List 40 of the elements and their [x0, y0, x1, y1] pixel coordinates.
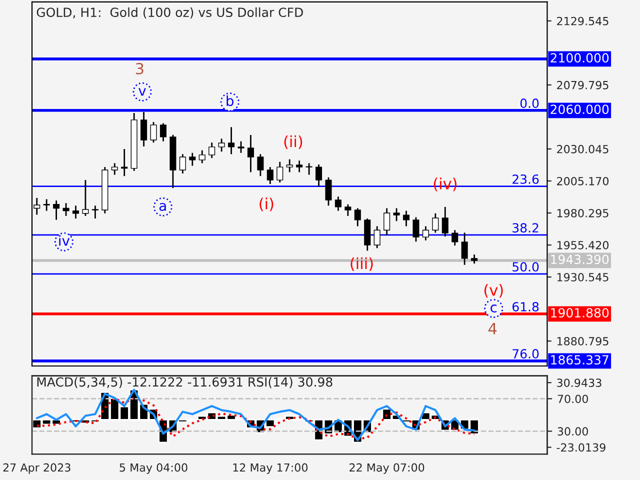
- x-tick-label: 22 May 07:00: [350, 463, 424, 474]
- annotation: 50.0: [512, 262, 539, 272]
- annotation: (i): [260, 198, 274, 212]
- chart-title: GOLD, H1: Gold (100 oz) vs US Dollar CFD: [36, 7, 303, 19]
- annotation: (v): [484, 284, 503, 298]
- annotation: v: [138, 88, 146, 96]
- y-tick-label: 1930.545: [557, 272, 608, 282]
- annotation: 4: [488, 323, 497, 334]
- annotation: (ii): [284, 135, 302, 150]
- y-tick-label: 30.9433: [557, 378, 602, 387]
- ref-line-label: 2100.000: [550, 53, 609, 63]
- y2-tick-label: 70.00: [558, 394, 588, 404]
- ref-line-label: 1865.337: [551, 355, 608, 365]
- annotation: 0.0: [520, 98, 539, 108]
- annotation: (iii): [350, 257, 373, 272]
- y-tick-label: 1955.420: [557, 240, 609, 250]
- x-tick-label: 27 Apr 2023: [3, 463, 70, 474]
- x-tick-label: 12 May 17:00: [233, 463, 308, 474]
- annotation: 38.2: [512, 223, 538, 233]
- annotation: 23.6: [512, 174, 539, 184]
- ref-line-label: 1901.880: [551, 308, 609, 318]
- annotation: 61.8: [512, 302, 539, 312]
- chart-title: MACD(5,34,5) -12.1222 -11.6931 RSI(14) 30.98: [37, 377, 332, 388]
- y-tick-label: -23.0139: [556, 443, 606, 452]
- annotation: c: [490, 304, 497, 313]
- x-tick-label: 5 May 04:00: [120, 463, 188, 474]
- annotation: a: [159, 202, 166, 211]
- y-tick-label: 2005.170: [557, 176, 609, 186]
- ref-line-label: 1943.390: [551, 254, 609, 264]
- annotation: iv: [59, 235, 70, 246]
- y-tick-label: 2030.045: [557, 144, 608, 154]
- annotation: b: [226, 95, 234, 106]
- y-tick-label: 2129.545: [557, 16, 608, 26]
- annotation: 76.0: [512, 349, 539, 359]
- y-tick-label: 2079.795: [557, 80, 608, 90]
- ref-line-label: 2060.000: [550, 104, 609, 114]
- y2-tick-label: 30.00: [558, 427, 588, 436]
- y-tick-label: 1880.795: [557, 337, 608, 346]
- annotation: 3: [136, 62, 144, 74]
- y-tick-label: 1980.295: [557, 208, 608, 218]
